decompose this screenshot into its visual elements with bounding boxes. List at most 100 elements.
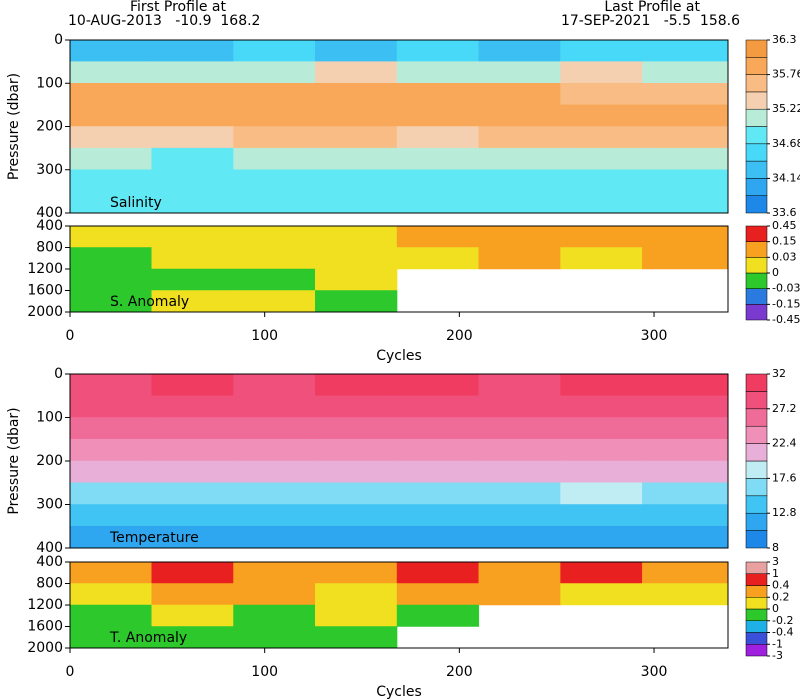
colorbar-box — [745, 597, 768, 610]
y-tick-label: 200 — [36, 453, 63, 469]
colorbar-box — [745, 373, 768, 392]
cell — [315, 373, 398, 396]
cell — [396, 482, 480, 505]
cell — [642, 169, 729, 192]
x-axis-label: Cycles — [376, 348, 422, 364]
colorbar-box — [745, 272, 768, 289]
cell — [396, 460, 480, 483]
colorbar-label: -0.03 — [772, 282, 800, 295]
cell — [642, 126, 729, 149]
cell — [560, 504, 643, 527]
cell — [233, 395, 316, 418]
cell — [478, 417, 561, 440]
colorbar-label: -0.2 — [772, 614, 793, 627]
colorbar-label: -0.45 — [772, 313, 800, 326]
cell — [560, 395, 643, 418]
cell — [233, 247, 316, 270]
cell — [151, 104, 234, 127]
y-tick-label: 400 — [36, 554, 63, 570]
cell — [642, 439, 729, 462]
cell — [478, 395, 561, 418]
cell — [315, 126, 398, 149]
colorbar-label: -0.4 — [772, 626, 793, 639]
cell — [69, 504, 153, 527]
cell — [315, 104, 398, 127]
cell — [478, 191, 561, 214]
cell — [233, 147, 316, 170]
colorbar-box — [745, 512, 768, 531]
y-tick-label: 1600 — [27, 283, 63, 299]
cell — [396, 104, 480, 127]
cell — [233, 104, 316, 127]
cell — [315, 268, 398, 291]
panel-label: T. Anomaly — [109, 630, 187, 646]
cell — [233, 626, 316, 649]
colorbar-label: -0.15 — [772, 297, 800, 310]
cell — [642, 61, 729, 84]
cell — [560, 126, 643, 149]
colorbar-box — [745, 126, 768, 145]
cell — [315, 395, 398, 418]
cell — [315, 225, 398, 248]
y-tick-label: 100 — [36, 410, 63, 426]
cell — [315, 460, 398, 483]
colorbar-box — [745, 632, 768, 645]
cell — [478, 169, 561, 192]
cell — [233, 39, 316, 62]
cell — [151, 561, 234, 584]
y-tick-label: 2000 — [27, 304, 63, 320]
cell — [560, 482, 643, 505]
cell — [396, 561, 480, 584]
cell — [560, 83, 643, 106]
cell — [315, 61, 398, 84]
cell — [315, 626, 398, 649]
x-tick-label: 300 — [641, 664, 668, 680]
cell — [478, 482, 561, 505]
colorbar-box — [745, 241, 768, 258]
cell — [396, 147, 480, 170]
colorbar-label: 34.68 — [772, 137, 800, 150]
cell — [560, 247, 643, 270]
cell — [478, 247, 561, 270]
colorbar-label: 35.76 — [772, 68, 800, 81]
colorbar-label: 1 — [772, 567, 779, 580]
y-axis-label: Pressure (dbar) — [6, 73, 22, 180]
cell — [151, 191, 234, 214]
y-tick-label: 400 — [36, 540, 63, 556]
cell — [478, 526, 561, 549]
cell — [233, 83, 316, 106]
y-tick-label: 1200 — [27, 261, 63, 277]
colorbar-label: 35.22 — [772, 102, 800, 115]
cell — [642, 417, 729, 440]
cell — [396, 225, 480, 248]
cell — [560, 225, 643, 248]
last-info: 17-SEP-2021 -5.5 158.6 — [561, 13, 740, 29]
colorbar-box — [745, 561, 768, 574]
cell — [396, 504, 480, 527]
cell — [233, 169, 316, 192]
cell — [560, 460, 643, 483]
cell — [233, 504, 316, 527]
cell — [315, 290, 398, 313]
cell — [69, 268, 153, 291]
cell — [151, 439, 234, 462]
colorbar-label: 12.8 — [772, 506, 797, 519]
cell — [560, 39, 643, 62]
colorbar-label: 27.2 — [772, 402, 797, 415]
cell — [233, 61, 316, 84]
colorbar-box — [745, 178, 768, 196]
colorbar-label: -1 — [772, 637, 783, 650]
cell — [642, 504, 729, 527]
cell — [315, 191, 398, 214]
cell — [478, 583, 561, 606]
y-tick-label: 400 — [36, 205, 63, 221]
colorbar-box — [745, 620, 768, 633]
cell — [151, 482, 234, 505]
cell — [642, 373, 729, 396]
x-tick-label: 200 — [446, 328, 473, 344]
cell — [69, 39, 153, 62]
cell — [69, 439, 153, 462]
colorbar-label: 3 — [772, 555, 779, 568]
cell — [478, 126, 561, 149]
cell — [233, 482, 316, 505]
